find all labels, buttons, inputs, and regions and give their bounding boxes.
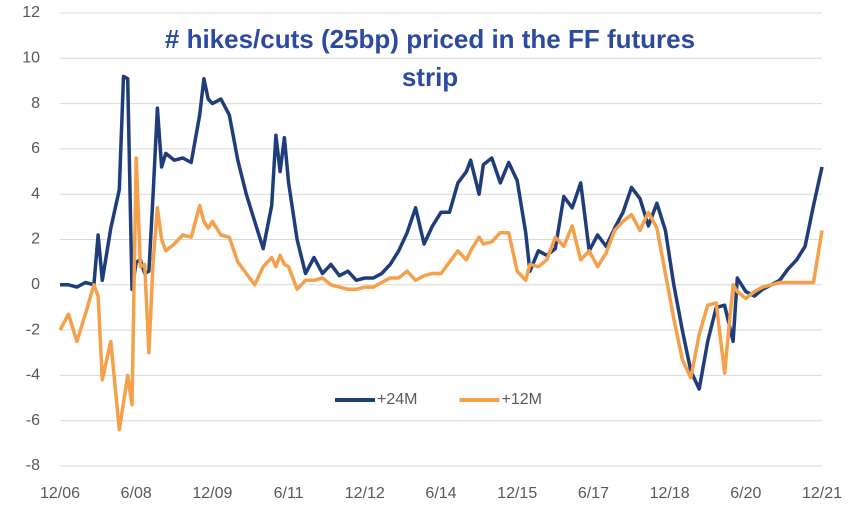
y-tick-label: 8	[31, 95, 40, 112]
y-tick-label: 10	[22, 50, 40, 67]
x-tick-label: 12/15	[497, 485, 537, 502]
y-tick-label: -2	[26, 321, 40, 338]
x-tick-label: 12/21	[802, 485, 842, 502]
y-tick-label: -8	[26, 457, 40, 474]
x-tick-label: 12/18	[650, 485, 690, 502]
x-tick-label: 12/09	[192, 485, 232, 502]
y-tick-label: -4	[26, 367, 40, 384]
x-tick-label: 6/11	[274, 485, 304, 502]
x-tick-label: 12/12	[345, 485, 385, 502]
y-tick-label: 4	[31, 185, 40, 202]
y-tick-label: 6	[31, 140, 40, 157]
y-tick-label: -6	[26, 412, 40, 429]
x-tick-label: 12/06	[40, 485, 80, 502]
chart-title: # hikes/cuts (25bp) priced in the FF fut…	[164, 24, 696, 92]
legend-label: +12M	[501, 391, 541, 408]
line-series	[60, 74, 824, 391]
x-tick-label: 6/17	[578, 485, 609, 502]
x-tick-label: 6/20	[730, 485, 761, 502]
line-series	[58, 156, 824, 432]
y-tick-label: 0	[31, 276, 40, 293]
x-tick-label: 6/08	[121, 485, 152, 502]
legend-label: +24M	[377, 391, 417, 408]
x-tick-label: 6/14	[425, 485, 456, 502]
y-tick-label: 2	[31, 231, 40, 248]
y-tick-label: 12	[22, 4, 40, 21]
